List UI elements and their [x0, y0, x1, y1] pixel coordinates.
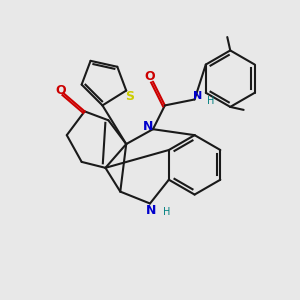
Text: O: O: [55, 84, 66, 97]
Text: H: H: [207, 96, 214, 106]
Text: S: S: [125, 90, 134, 103]
Text: O: O: [145, 70, 155, 83]
Text: H: H: [163, 207, 170, 217]
Text: N: N: [142, 120, 153, 133]
Text: N: N: [146, 203, 157, 217]
Text: N: N: [193, 91, 202, 101]
